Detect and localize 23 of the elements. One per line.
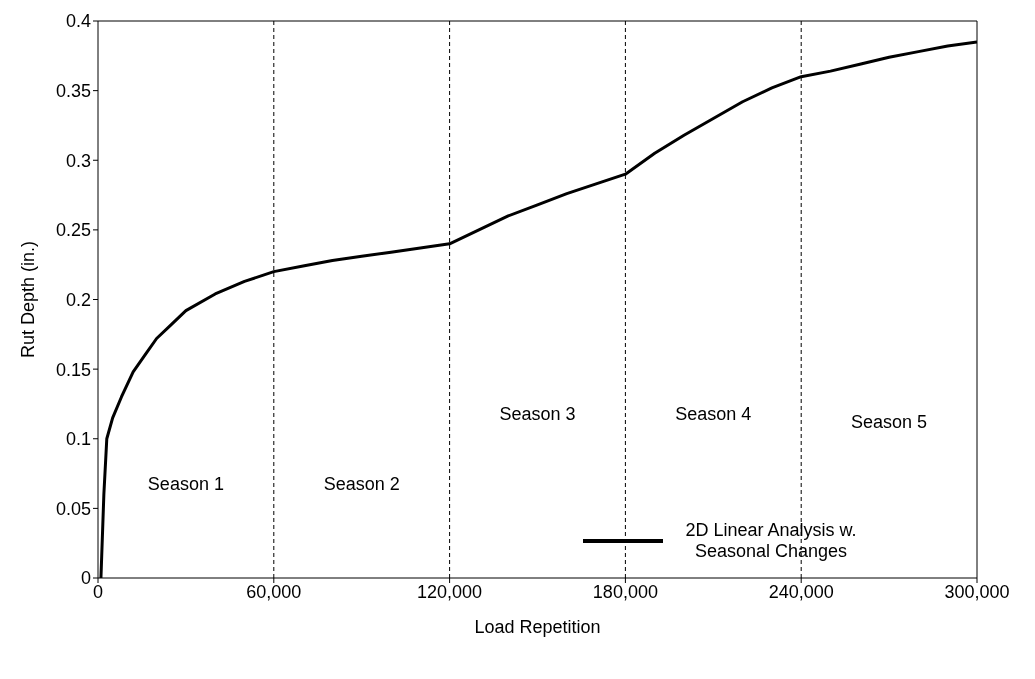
annotation: Season 5 [851,412,928,432]
y-tick-label: 0.15 [55,359,91,380]
y-axis-title: Rut Depth (in.) [18,240,39,359]
annotation: Season 3 [499,404,576,424]
annotation: Season 1 [147,474,224,494]
y-tick-label: 0.3 [65,150,91,171]
x-tick-label: 300,000 [944,581,1010,602]
x-tick-label: 120,000 [417,581,483,602]
x-tick-label: 240,000 [768,581,834,602]
y-tick-label: 0 [80,568,91,589]
x-axis-title: Load Repetition [474,617,601,637]
y-tick-label: 0.4 [65,11,91,32]
y-tick-label: 0.25 [55,220,91,241]
x-tick-label: 0 [92,581,104,602]
annotation: Season 4 [675,404,752,424]
legend-label: 2D Linear Analysis w. Seasonal Changes [684,520,858,562]
y-tick-label: 0.1 [65,429,91,450]
x-tick-label: 60,000 [246,581,302,602]
y-tick-label: 0.05 [55,498,91,519]
y-tick-label: 0.2 [65,289,91,310]
annotation: Season 2 [323,474,400,494]
y-tick-label: 0.35 [55,81,91,102]
x-tick-label: 180,000 [592,581,658,602]
